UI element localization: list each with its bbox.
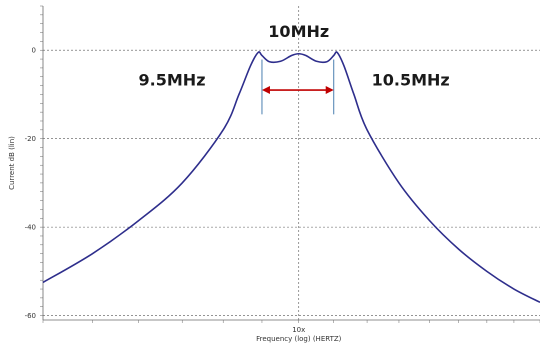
annotation-2: 10.5MHz xyxy=(372,71,450,90)
series-line xyxy=(42,51,540,304)
y-tick-label-1: -20 xyxy=(25,135,36,143)
grid xyxy=(43,6,540,320)
annotation-0: 10MHz xyxy=(268,22,329,41)
bandwidth-arrow xyxy=(261,86,334,95)
y-tick-label-2: -40 xyxy=(25,224,36,232)
annotation-1: 9.5MHz xyxy=(139,71,206,90)
annotations: 10MHz 9.5MHz 10.5MHz xyxy=(139,22,450,90)
markers xyxy=(261,59,335,115)
x-ticks: 10x xyxy=(42,320,540,334)
y-tick-label-3: -60 xyxy=(25,312,36,320)
arrow-head-right xyxy=(325,86,334,95)
x-axis-label: Frequency (log) (HERTZ) xyxy=(256,335,342,343)
y-ticks: 0 -20 -40 -60 xyxy=(25,5,43,320)
arrow-head-left xyxy=(261,86,270,95)
y-axis-label: Current dB (lin) xyxy=(8,136,16,190)
y-tick-label-0: 0 xyxy=(32,47,36,55)
x-tick-label-0: 10x xyxy=(292,326,305,334)
